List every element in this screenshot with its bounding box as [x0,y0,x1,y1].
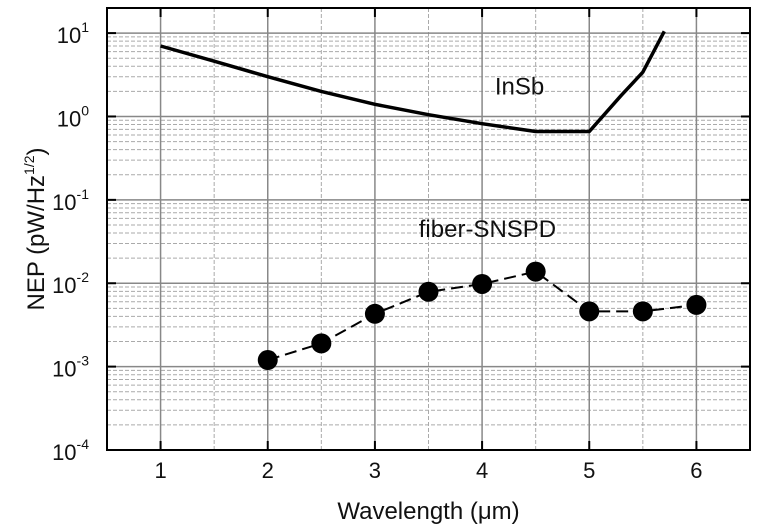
insb-line [160,30,666,134]
axis-ticks [107,8,750,451]
fiber-snspd-line [267,270,697,361]
x-tick-label: 1 [154,458,166,483]
fiber-snspd-point [257,350,278,371]
fiber-snspd-point [472,273,493,294]
y-tick-label: 10-3 [52,353,89,382]
series-label: fiber-SNSPD [419,216,556,243]
x-tick-label: 2 [262,458,274,483]
y-tick-label: 10-1 [52,186,89,215]
plot-frame [106,7,751,451]
y-tick-label: 100 [57,102,89,131]
x-axis-title: Wavelength (μm) [337,498,519,525]
y-axis-title-main: NEP (pW/Hz [23,175,50,311]
y-axis-title: NEP (pW/Hz1/2) [21,147,50,310]
fiber-snspd-point [364,303,385,324]
minor-grid [106,7,751,450]
x-tick-label: 4 [476,458,488,483]
annotations: InSb fiber-SNSPD [419,73,556,242]
series-label: InSb [495,73,544,100]
fiber-snspd-point [686,294,707,315]
x-tick-label: 6 [690,458,702,483]
y-tick-label: 10-2 [52,269,89,298]
tick-labels: 1 2 3 4 5 6 101 100 10-1 10-2 10-3 10-4 [52,19,702,483]
y-tick-label: 101 [57,19,89,48]
fiber-snspd-point [579,301,600,322]
x-tick-label: 5 [583,458,595,483]
y-axis-title-sup: 1/2 [21,155,37,175]
fiber-snspd-point [418,281,439,302]
y-tick-label: 10-4 [52,436,89,465]
fiber-snspd-point [311,333,332,354]
series-layer [160,30,707,371]
major-grid [107,8,750,451]
fiber-snspd-point [525,261,546,282]
fiber-snspd-point [632,301,653,322]
x-tick-label: 3 [369,458,381,483]
y-axis-title-suffix: ) [23,147,50,155]
